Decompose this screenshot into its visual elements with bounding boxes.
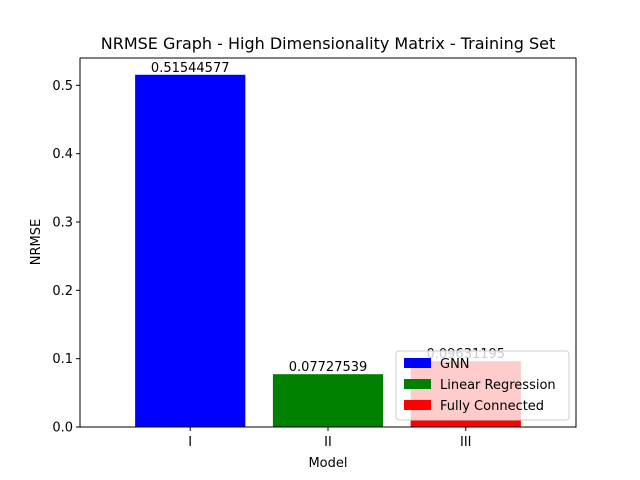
y-tick-label-3: 0.2: [52, 284, 73, 299]
y-axis-label: NRMSE: [29, 219, 44, 265]
x-tick-label-2: II: [324, 435, 332, 450]
x-axis: I II III: [188, 427, 472, 450]
y-tick-label-4: 0.3: [52, 216, 73, 231]
legend-swatch-2: [404, 379, 431, 389]
y-tick-label-6: 0.5: [52, 79, 73, 94]
data-label-1: 0.51544577: [151, 61, 230, 76]
legend-label-3: Fully Connected: [440, 399, 544, 414]
chart-title: NRMSE Graph - High Dimensionality Matrix…: [101, 34, 556, 53]
legend-label-2: Linear Regression: [440, 378, 556, 393]
y-tick-label-5: 0.4: [52, 147, 73, 162]
x-tick-label-3: III: [460, 435, 472, 450]
legend-swatch-1: [404, 358, 431, 368]
y-tick-label-1: 0.0: [52, 421, 73, 436]
data-label-2: 0.07727539: [289, 360, 368, 375]
legend-swatch-3: [404, 400, 431, 410]
y-axis: 0.0 0.1 0.2 0.3 0.4 0.5: [52, 79, 80, 436]
bar-1: [135, 74, 246, 427]
y-tick-label-2: 0.1: [52, 352, 73, 367]
legend: GNN Linear Regression Fully Connected: [395, 350, 570, 421]
x-axis-label: Model: [308, 456, 347, 471]
legend-box: [395, 350, 570, 421]
legend-label-1: GNN: [440, 357, 470, 372]
x-tick-label-1: I: [188, 435, 192, 450]
bar-2: [272, 374, 384, 427]
